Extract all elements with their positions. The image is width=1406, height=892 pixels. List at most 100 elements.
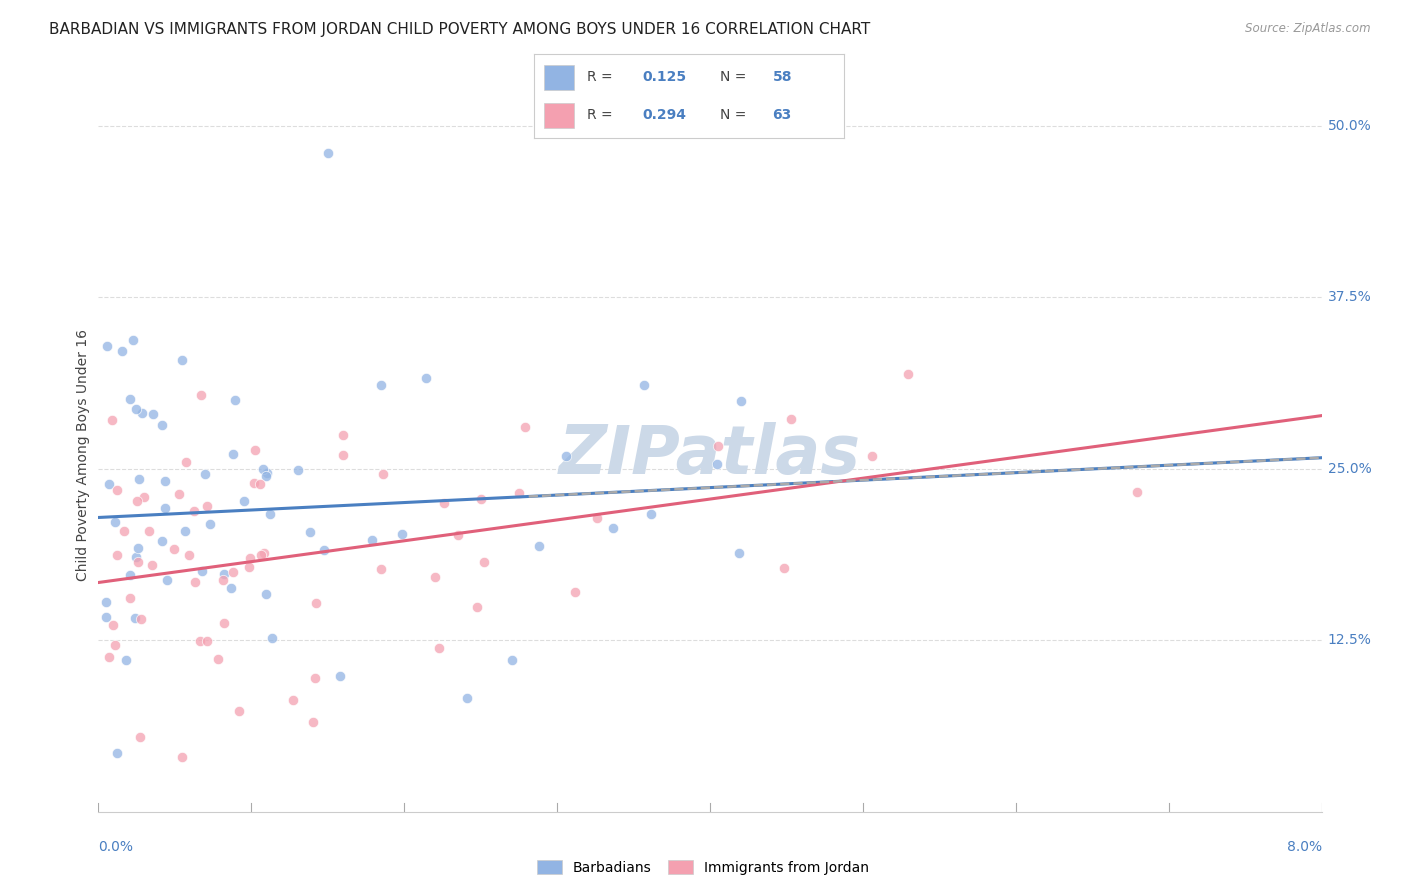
Text: 0.0%: 0.0% — [98, 840, 134, 855]
Point — [465, 599, 488, 614]
Point — [370, 562, 392, 576]
Text: R =: R = — [586, 109, 617, 122]
Point — [105, 548, 128, 562]
Point — [100, 820, 122, 834]
Point — [169, 487, 191, 501]
Point — [128, 472, 150, 486]
Point — [245, 443, 267, 458]
Point — [238, 559, 260, 574]
Text: 25.0%: 25.0% — [1327, 462, 1371, 475]
Point — [118, 392, 141, 407]
Bar — [544, 64, 575, 90]
Point — [131, 612, 153, 626]
Point — [194, 467, 217, 482]
Text: N =: N = — [720, 70, 751, 84]
Point — [163, 541, 186, 556]
Point — [179, 549, 201, 563]
Point — [127, 541, 149, 556]
Point — [191, 564, 214, 578]
Text: ZIPatlas: ZIPatlas — [560, 422, 860, 488]
Point — [198, 516, 221, 531]
Point — [602, 521, 624, 535]
Point — [142, 407, 165, 421]
Point — [212, 567, 235, 582]
Point — [107, 483, 129, 497]
Text: 63: 63 — [772, 109, 792, 122]
Text: R =: R = — [586, 70, 617, 84]
Point — [224, 393, 246, 408]
Point — [262, 631, 284, 645]
Point — [415, 371, 437, 385]
Point — [253, 546, 276, 560]
Point — [98, 476, 121, 491]
Bar — [544, 103, 575, 128]
Point — [156, 573, 179, 587]
Point — [221, 565, 243, 579]
Point — [141, 558, 163, 573]
Point — [153, 501, 176, 516]
Point — [287, 463, 309, 477]
Point — [112, 524, 135, 538]
Point — [527, 540, 550, 554]
Point — [470, 491, 492, 506]
Point — [228, 704, 250, 718]
Point — [447, 528, 470, 542]
Point — [249, 476, 271, 491]
Point — [128, 730, 150, 744]
Point — [1126, 485, 1149, 500]
Point — [371, 467, 394, 482]
Point — [239, 551, 262, 566]
Point — [423, 570, 446, 584]
Point — [564, 584, 586, 599]
Point — [232, 494, 254, 508]
Point — [173, 524, 195, 538]
Point — [252, 462, 274, 476]
Point — [332, 449, 354, 463]
Point — [779, 412, 801, 426]
Point — [427, 641, 450, 656]
Text: 58: 58 — [772, 70, 792, 84]
Point — [127, 555, 149, 569]
Point — [433, 495, 456, 509]
Point — [456, 691, 478, 706]
Text: Source: ZipAtlas.com: Source: ZipAtlas.com — [1246, 22, 1371, 36]
Text: BARBADIAN VS IMMIGRANTS FROM JORDAN CHILD POVERTY AMONG BOYS UNDER 16 CORRELATIO: BARBADIAN VS IMMIGRANTS FROM JORDAN CHIL… — [49, 22, 870, 37]
Point — [860, 449, 883, 463]
Point — [212, 573, 235, 587]
Point — [183, 504, 205, 518]
Point — [131, 406, 153, 420]
Point — [219, 581, 242, 595]
Point — [170, 750, 193, 764]
Legend: Barbadians, Immigrants from Jordan: Barbadians, Immigrants from Jordan — [531, 855, 875, 880]
Point — [94, 595, 117, 609]
Point — [259, 508, 281, 522]
Point — [897, 367, 920, 381]
Point — [256, 466, 278, 480]
Point — [214, 615, 236, 630]
Point — [104, 516, 127, 530]
Point — [174, 455, 197, 469]
Point — [391, 527, 413, 541]
Point — [118, 591, 141, 606]
Point — [707, 439, 730, 453]
Point — [101, 413, 124, 427]
Point — [301, 714, 323, 729]
Point — [188, 634, 211, 648]
Point — [184, 574, 207, 589]
Text: 50.0%: 50.0% — [1327, 119, 1371, 133]
Point — [728, 546, 751, 560]
Point — [298, 525, 321, 540]
Point — [222, 447, 245, 461]
Point — [125, 493, 148, 508]
Point — [316, 146, 339, 161]
Point — [124, 549, 146, 564]
Point — [111, 344, 134, 359]
Text: 12.5%: 12.5% — [1327, 633, 1372, 648]
Point — [94, 610, 117, 624]
Y-axis label: Child Poverty Among Boys Under 16: Child Poverty Among Boys Under 16 — [76, 329, 90, 581]
Text: 8.0%: 8.0% — [1286, 840, 1322, 855]
Point — [586, 510, 609, 524]
Point — [207, 652, 229, 666]
Point — [97, 650, 120, 665]
Point — [314, 543, 336, 558]
